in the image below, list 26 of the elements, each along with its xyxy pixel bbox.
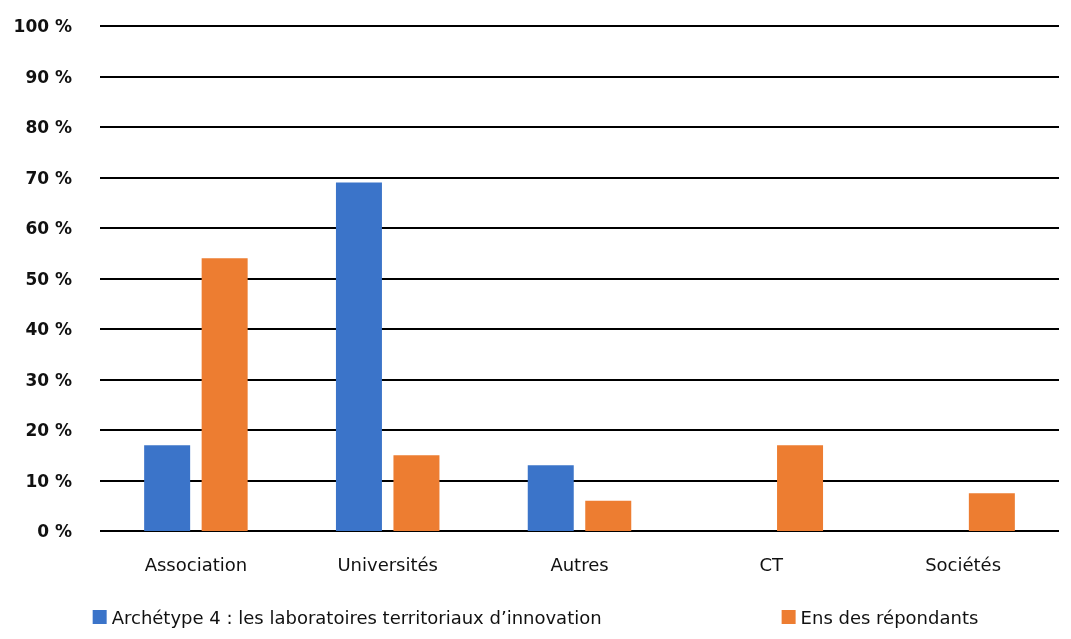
- y-tick-label: 100 %: [13, 16, 72, 36]
- y-tick-label: 0 %: [37, 521, 72, 541]
- bar: [585, 500, 632, 531]
- bar: [201, 258, 248, 531]
- y-tick-label: 20 %: [25, 420, 72, 440]
- y-tick-label: 90 %: [25, 66, 72, 87]
- x-tick-label: Sociétés: [925, 553, 1002, 575]
- bar: [527, 465, 574, 531]
- y-tick-label: 70 %: [25, 167, 72, 188]
- bar: [335, 182, 382, 531]
- y-tick-label: 80 %: [25, 117, 72, 137]
- y-tick-label: 60 %: [25, 218, 72, 238]
- x-tick-label: CT: [759, 553, 785, 575]
- bar: [968, 493, 1015, 531]
- bar: [777, 445, 824, 531]
- y-tick-label: 10 %: [25, 470, 72, 491]
- legend-label: Archétype 4 : les laboratoires territoriaux d’innovation: [111, 606, 602, 628]
- bar: [393, 455, 440, 531]
- y-tick-label: 50 %: [25, 268, 72, 289]
- x-tick-label: Universités: [337, 553, 438, 575]
- y-tick-label: 40 %: [25, 319, 72, 339]
- legend-label: Ens des répondants: [800, 606, 979, 628]
- x-tick-label: Autres: [550, 553, 609, 575]
- x-tick-label: Association: [144, 553, 248, 575]
- y-tick-label: 30 %: [25, 369, 72, 390]
- bar: [144, 445, 191, 531]
